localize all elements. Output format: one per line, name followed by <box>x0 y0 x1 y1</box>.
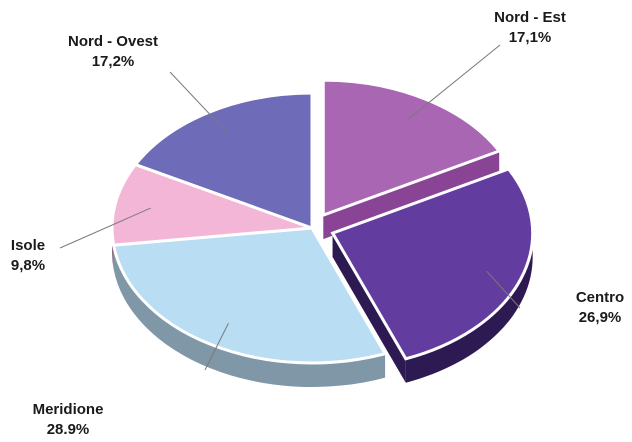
slice-side-meridione <box>113 245 386 387</box>
leader-lines <box>59 44 521 371</box>
slice-label-value: 17,1% <box>509 29 552 46</box>
slice-label-name: Nord - Ovest <box>68 33 158 50</box>
slice-label-value: 17,2% <box>92 53 135 70</box>
slice-nord-est <box>321 78 502 218</box>
slice-label-value: 28.9% <box>47 421 90 438</box>
slice-labels: Nord - Est 17,1% Centro 26,9% Meridione 28.9%… <box>11 9 624 438</box>
slice-wall <box>332 233 406 383</box>
leader-line <box>204 323 229 371</box>
slice-wall <box>323 150 500 240</box>
leader-line <box>169 71 228 134</box>
slice-label-name: Meridione <box>33 401 104 418</box>
slice-nord-ovest <box>132 91 314 231</box>
leader-line <box>59 207 151 249</box>
slice-label-value: 26,9% <box>579 309 622 326</box>
slice-meridione <box>111 226 388 365</box>
slice-isole <box>110 162 313 247</box>
slice-label-name: Nord - Est <box>494 9 566 26</box>
slice-tops <box>110 78 535 365</box>
slice-label-value: 9,8% <box>11 257 45 274</box>
leader-line <box>406 44 501 121</box>
slice-side-centro <box>405 233 533 383</box>
slice-centro <box>330 167 535 361</box>
slice-label-name: Isole <box>11 237 45 254</box>
leader-line <box>486 270 521 309</box>
slice-label-name: Centro <box>576 289 624 306</box>
